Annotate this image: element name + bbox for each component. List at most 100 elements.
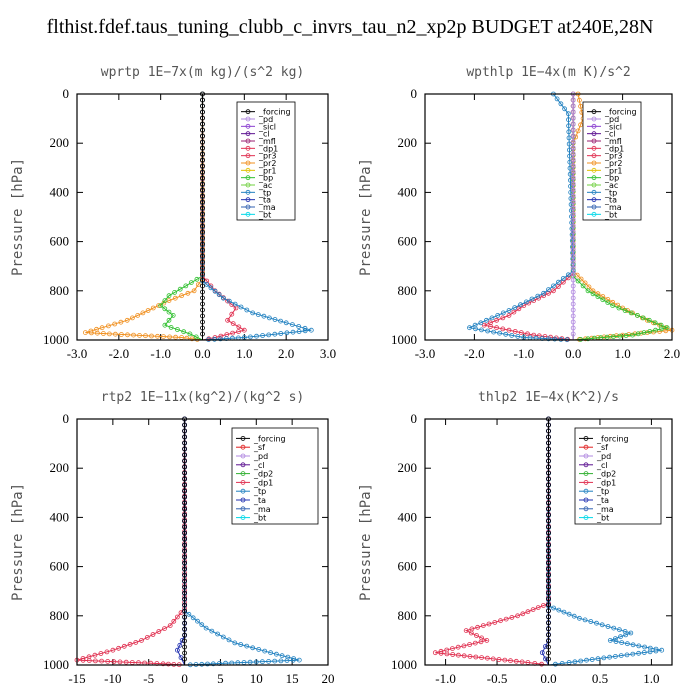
data-point_forcing bbox=[182, 482, 188, 488]
series-line_dp1 bbox=[435, 419, 549, 666]
data-point_bp bbox=[623, 333, 629, 339]
data-point_forcing bbox=[546, 500, 551, 506]
data-point_forcing bbox=[200, 187, 205, 193]
data-point_forcing bbox=[182, 434, 188, 440]
data-point_dp1 bbox=[116, 645, 121, 651]
data-point_bp bbox=[590, 291, 596, 297]
data-point_pr2 bbox=[172, 295, 178, 301]
data-point_tp bbox=[553, 661, 558, 667]
legend-marker bbox=[591, 123, 597, 129]
data-point_forcing bbox=[182, 584, 188, 590]
data-point_tp bbox=[578, 658, 584, 664]
data-point_bp bbox=[628, 310, 634, 316]
data-point_forcing bbox=[200, 133, 205, 139]
legend-marker bbox=[591, 153, 597, 159]
legend-label: _forcing bbox=[604, 108, 637, 117]
legend-label: _mfl bbox=[258, 137, 276, 146]
data-point_forcing bbox=[200, 103, 205, 109]
data-point_pr2 bbox=[167, 334, 173, 340]
data-point_dp1 bbox=[541, 603, 546, 608]
data-point_tp bbox=[568, 177, 573, 183]
data-point_forcing bbox=[200, 127, 205, 133]
y-tick-label: 200 bbox=[50, 460, 70, 475]
data-point_dp1 bbox=[474, 633, 479, 638]
data-point_forcing bbox=[182, 476, 188, 482]
data-point_tp bbox=[558, 101, 564, 107]
data-point_tp bbox=[308, 327, 314, 333]
data-point_tp bbox=[607, 638, 613, 643]
data-point_tp bbox=[216, 292, 222, 298]
legend-label: _dp1 bbox=[253, 478, 273, 487]
data-point_tp bbox=[518, 302, 523, 308]
data-point_pd bbox=[570, 223, 576, 229]
data-point_forcing bbox=[546, 638, 551, 644]
data-point_forcing bbox=[200, 271, 205, 277]
data-point_tp bbox=[569, 238, 575, 244]
x-tick-label: 0 bbox=[181, 671, 188, 686]
data-point_forcing bbox=[182, 554, 188, 560]
data-point_forcing bbox=[200, 301, 205, 307]
y-tick-label: 800 bbox=[398, 283, 418, 298]
legend-marker bbox=[583, 444, 589, 450]
legend-label: _pd bbox=[604, 115, 619, 124]
data-point_pr2 bbox=[578, 122, 583, 128]
data-point_bp bbox=[664, 325, 670, 331]
data-point_bp bbox=[646, 317, 652, 323]
data-point_tp bbox=[567, 165, 573, 171]
data-point_tp bbox=[220, 634, 226, 640]
data-point_forcing bbox=[182, 494, 188, 500]
data-point_bp bbox=[580, 283, 586, 289]
data-point_pd bbox=[570, 205, 576, 211]
data-point_tp bbox=[232, 640, 238, 646]
data-point_bp bbox=[181, 329, 187, 335]
data-point_forcing bbox=[200, 199, 205, 205]
legend-label: _tp bbox=[604, 188, 617, 197]
legend-label: _sf bbox=[253, 443, 265, 452]
data-point_bp bbox=[177, 286, 183, 292]
data-point_forcing bbox=[200, 211, 205, 217]
legend-label: _ma bbox=[253, 505, 271, 514]
data-point_bp bbox=[630, 332, 635, 338]
data-point_tp bbox=[636, 643, 642, 649]
data-point_tp bbox=[567, 147, 572, 153]
x-tick-label: 20 bbox=[322, 671, 335, 686]
data-point_tp bbox=[628, 630, 634, 636]
data-point_tp bbox=[624, 652, 630, 658]
data-point_forcing bbox=[546, 440, 551, 446]
legend-label: _bt bbox=[258, 210, 271, 219]
data-point_pr2 bbox=[137, 332, 142, 338]
data-point_tp bbox=[636, 650, 641, 656]
data-point_pd bbox=[570, 193, 576, 199]
data-point_forcing bbox=[546, 626, 551, 632]
series-line_dp1 bbox=[76, 419, 186, 666]
data-point_forcing bbox=[546, 494, 551, 500]
data-point_tp bbox=[215, 631, 221, 637]
data-point_tp bbox=[223, 336, 229, 342]
data-point_tp bbox=[595, 656, 601, 662]
data-point_tp bbox=[279, 653, 285, 659]
data-point_dp1 bbox=[162, 626, 167, 631]
panel-0: wprtp 1E−7x(m kg)/(s^2 kg) Pressure [hPa]… bbox=[10, 65, 336, 361]
data-point_forcing bbox=[200, 217, 205, 223]
data-point_dp1 bbox=[150, 632, 156, 637]
data-point_dp1 bbox=[99, 658, 104, 664]
data-point_tp bbox=[567, 171, 573, 177]
y-tick-label: 0 bbox=[63, 411, 70, 426]
data-point_tp bbox=[247, 334, 253, 340]
legend-label: _bt bbox=[253, 514, 266, 523]
data-point_tp bbox=[566, 141, 572, 147]
data-point_forcing bbox=[182, 458, 188, 464]
data-point_forcing bbox=[182, 428, 188, 434]
legend-label: _ma bbox=[258, 203, 276, 212]
data-point_tp bbox=[625, 641, 630, 647]
legend-marker bbox=[240, 488, 246, 494]
legend-marker bbox=[245, 153, 251, 159]
data-point_bp bbox=[617, 333, 623, 339]
data-point_dp1 bbox=[156, 629, 162, 634]
legend-box bbox=[582, 101, 642, 221]
data-point_tp bbox=[567, 153, 572, 159]
legend-marker bbox=[245, 160, 251, 166]
data-point_dp1 bbox=[438, 650, 444, 656]
data-point_pd bbox=[570, 115, 576, 121]
data-point_dp1 bbox=[160, 661, 166, 667]
